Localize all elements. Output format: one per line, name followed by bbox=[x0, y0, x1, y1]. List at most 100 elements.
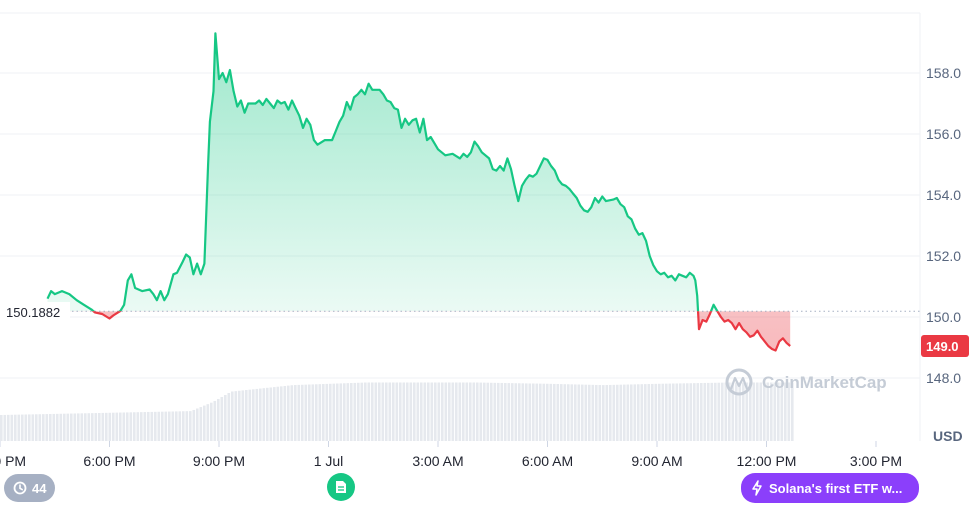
volume-bar bbox=[675, 383, 679, 441]
volume-bar bbox=[640, 384, 644, 441]
volume-bar bbox=[199, 407, 203, 441]
volume-bar bbox=[56, 413, 59, 441]
volume-bar bbox=[227, 392, 231, 441]
volume-bar bbox=[476, 382, 479, 441]
volume-bar bbox=[217, 398, 220, 441]
volume-bar bbox=[101, 412, 105, 441]
volume-bar bbox=[717, 382, 721, 441]
volume-bar bbox=[724, 382, 728, 441]
volume-bar bbox=[133, 412, 136, 441]
volume-bar bbox=[87, 413, 91, 441]
volume-bar bbox=[507, 383, 511, 441]
volume-bar bbox=[766, 382, 770, 441]
x-tick-label: 3:00 PM bbox=[850, 453, 902, 469]
volume-bar bbox=[437, 382, 441, 441]
volume-bar bbox=[514, 383, 518, 441]
volume-bar bbox=[353, 382, 357, 441]
volume-bar bbox=[276, 386, 280, 441]
volume-bar bbox=[577, 384, 581, 441]
volume-bar bbox=[609, 384, 612, 441]
volume-bar bbox=[595, 384, 598, 441]
volume-bar bbox=[455, 382, 458, 441]
volume-bar bbox=[420, 382, 423, 441]
volume-bar bbox=[14, 414, 17, 441]
volume-bar bbox=[301, 384, 304, 441]
volume-bar bbox=[150, 411, 154, 441]
volume-bar bbox=[35, 414, 38, 441]
volume-bar bbox=[469, 382, 472, 441]
volume-bar bbox=[623, 384, 626, 441]
volume-bar bbox=[721, 382, 724, 441]
y-tick-label: 154.0 bbox=[926, 187, 961, 203]
event-badge[interactable]: Solana's first ETF w... bbox=[741, 473, 919, 503]
volume-bar bbox=[266, 387, 269, 441]
volume-bar bbox=[52, 413, 56, 441]
volume-bar bbox=[154, 411, 157, 441]
price-area-up bbox=[47, 33, 718, 312]
volume-bar bbox=[231, 391, 234, 441]
volume-bar bbox=[91, 413, 94, 441]
volume-bar bbox=[234, 391, 238, 441]
volume-bar bbox=[147, 411, 150, 441]
volume-bar bbox=[182, 411, 185, 441]
volume-bar bbox=[203, 405, 206, 441]
volume-bar bbox=[539, 383, 542, 441]
volume-bar bbox=[462, 382, 465, 441]
volume-bar bbox=[735, 382, 738, 441]
volume-bar bbox=[416, 382, 420, 441]
volume-bar bbox=[773, 382, 777, 441]
volume-bar bbox=[21, 414, 24, 441]
history-count-badge[interactable]: 44 bbox=[4, 474, 56, 502]
volume-bar bbox=[731, 382, 735, 441]
volume-bar bbox=[581, 384, 584, 441]
volume-bar bbox=[24, 414, 28, 441]
volume-bar bbox=[157, 411, 161, 441]
volume-bar bbox=[336, 383, 339, 441]
volume-bar bbox=[665, 383, 668, 441]
volume-bar bbox=[49, 413, 52, 441]
volume-bar bbox=[612, 384, 616, 441]
volume-bar bbox=[402, 382, 406, 441]
y-axis: 148.0 150.0 152.0 154.0 156.0 158.0 bbox=[926, 65, 961, 386]
volume-bar bbox=[574, 384, 577, 441]
volume-bar bbox=[122, 412, 126, 441]
volume-bar bbox=[304, 384, 308, 441]
volume-bar bbox=[451, 382, 455, 441]
volume-bar bbox=[0, 415, 3, 441]
volume-bar bbox=[220, 396, 224, 441]
volume-bar bbox=[178, 411, 182, 441]
volume-bar bbox=[703, 382, 707, 441]
reference-price-label-bg bbox=[0, 302, 70, 322]
volume-bar bbox=[196, 408, 199, 441]
volume-bar bbox=[535, 383, 539, 441]
x-tick-label: 6:00 AM bbox=[522, 453, 573, 469]
volume-bar bbox=[483, 382, 486, 441]
volume-bar bbox=[392, 382, 395, 441]
volume-bar bbox=[189, 411, 192, 441]
volume-bar bbox=[409, 382, 413, 441]
volume-bar bbox=[605, 385, 609, 441]
x-tick-label: 3:00 PM bbox=[0, 453, 26, 469]
volume-bar bbox=[560, 384, 563, 441]
volume-bar bbox=[381, 382, 385, 441]
volume-bar bbox=[84, 413, 87, 441]
volume-bar bbox=[682, 383, 686, 441]
volume-bar bbox=[654, 383, 658, 441]
volume-bar bbox=[395, 382, 399, 441]
volume-bar bbox=[532, 383, 535, 441]
volume-bar bbox=[129, 412, 133, 441]
volume-bar bbox=[378, 382, 381, 441]
volume-bar bbox=[262, 388, 266, 441]
volume-bar bbox=[59, 413, 63, 441]
volume-bar bbox=[224, 394, 227, 441]
volume-bar bbox=[7, 414, 10, 441]
volume-bar bbox=[763, 382, 766, 441]
news-marker[interactable] bbox=[327, 473, 355, 501]
x-axis: 3:00 PM 6:00 PM 9:00 PM 1 Jul 3:00 AM 6:00 AM… bbox=[0, 441, 902, 469]
volume-bar bbox=[70, 413, 73, 441]
volume-bar bbox=[374, 382, 378, 441]
volume-bar bbox=[602, 385, 605, 441]
volume-bar bbox=[651, 383, 654, 441]
volume-bar bbox=[63, 413, 66, 441]
